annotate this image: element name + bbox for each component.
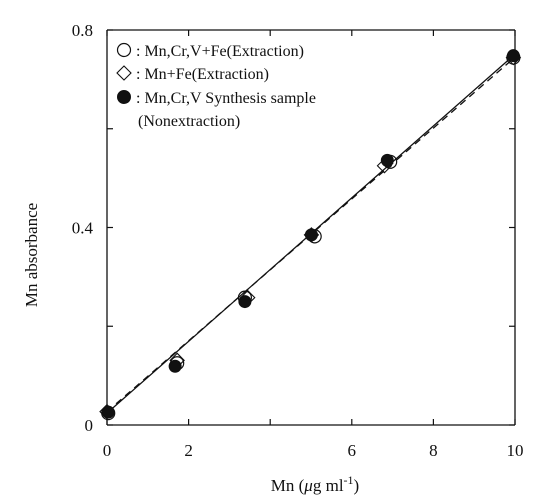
legend: : Mn,Cr,V+Fe(Extraction) : Mn+Fe(Extract… (116, 42, 316, 130)
legend-label-extraction-mn-fe: : Mn+Fe(Extraction) (136, 66, 269, 83)
y-tick-label-0-4: 0.4 (72, 219, 94, 238)
x-axis-title-mu: μ (303, 476, 313, 495)
x-axis-title: Mn (μg ml-1) (271, 473, 359, 495)
y-tick-label-0-8: 0.8 (72, 21, 93, 40)
x-tick-label-0: 0 (103, 441, 112, 460)
data-point-filled-circle-5 (506, 49, 520, 63)
x-tick-label-8: 8 (429, 441, 438, 460)
legend-marker-open-diamond (116, 65, 132, 81)
y-tick-label-0: 0 (85, 416, 94, 435)
data-point-filled-circle-4 (380, 153, 394, 167)
legend-label-synthesis-line2: (Nonextraction) (138, 113, 240, 130)
x-axis-title-main: Mn ( (271, 476, 305, 495)
legend-marker-open-circle (116, 42, 132, 58)
legend-marker-filled-circle (117, 90, 131, 104)
legend-label-extraction-all: : Mn,Cr,V+Fe(Extraction) (136, 43, 304, 60)
x-axis-title-sup: -1 (344, 473, 354, 487)
data-point-filled-circle-2 (238, 295, 252, 309)
x-tick-label-6: 6 (348, 441, 357, 460)
x-tick-label-10: 10 (507, 441, 524, 460)
x-axis-title-rest: g ml (313, 476, 344, 495)
x-tick-label-2: 2 (184, 441, 193, 460)
data-point-filled-circle-1 (168, 359, 182, 373)
ticks: 0 2 6 8 10 0 0.4 0.8 (72, 21, 524, 460)
data-point-filled-circle-0 (101, 405, 115, 419)
y-axis-title: Mn absorbance (22, 203, 41, 307)
x-axis-title-close: ) (354, 476, 360, 495)
data-markers (99, 49, 522, 421)
legend-label-synthesis: : Mn,Cr,V Synthesis sample (136, 90, 316, 107)
data-point-filled-circle-3 (304, 228, 318, 242)
